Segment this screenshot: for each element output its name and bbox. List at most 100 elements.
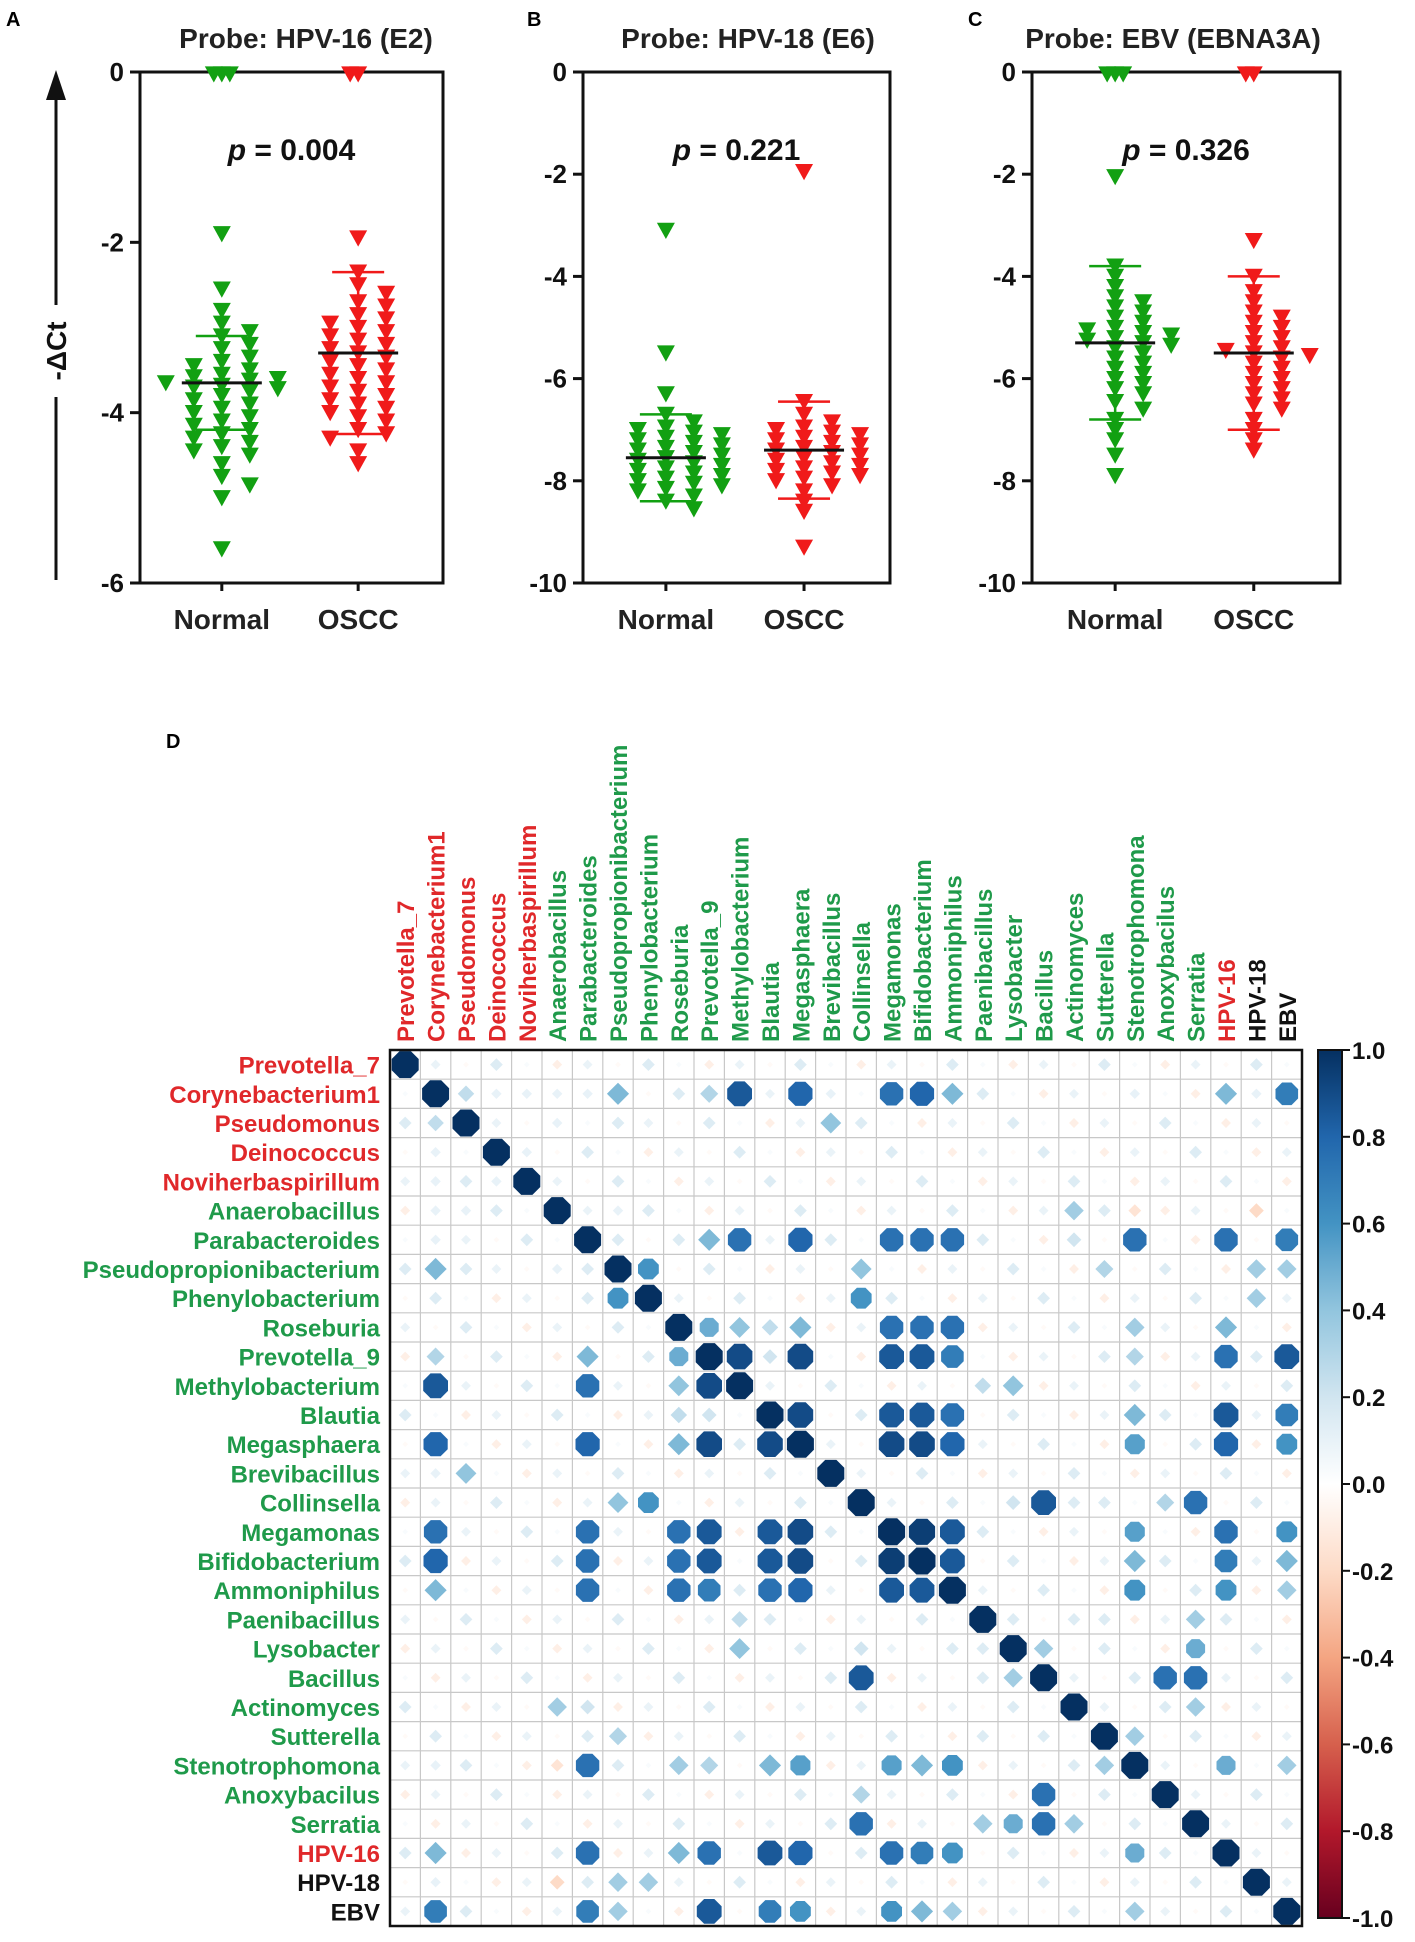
- correlation-mark: [1189, 1875, 1202, 1889]
- correlation-mark: [667, 1549, 691, 1573]
- data-point-zero: [1114, 66, 1133, 83]
- data-point: [851, 437, 870, 454]
- correlation-mark: [795, 1147, 806, 1158]
- correlation-mark: [702, 1116, 716, 1130]
- correlation-mark: [1253, 1236, 1260, 1243]
- row-label: EBV: [331, 1899, 380, 1926]
- correlation-mark: [584, 1178, 591, 1185]
- correlation-mark: [736, 1266, 743, 1272]
- column-label: Lysobacter: [1001, 915, 1028, 1042]
- data-point: [1244, 355, 1263, 372]
- data-point: [851, 468, 870, 485]
- correlation-mark: [1156, 1493, 1175, 1512]
- row-label: Pseudopropionibacterium: [83, 1257, 380, 1284]
- correlation-mark: [491, 1877, 502, 1888]
- correlation-mark: [1160, 1322, 1171, 1333]
- correlation-mark: [756, 1401, 784, 1429]
- correlation-mark: [430, 1672, 441, 1683]
- row-label: Stenotrophomona: [173, 1753, 380, 1780]
- correlation-mark: [795, 1264, 806, 1274]
- correlation-mark: [825, 1906, 836, 1917]
- correlation-mark: [459, 1905, 473, 1918]
- correlation-mark: [423, 1432, 448, 1457]
- correlation-mark: [825, 1439, 836, 1450]
- data-point: [1106, 393, 1125, 411]
- correlation-mark: [1129, 1614, 1140, 1625]
- correlation-mark: [825, 1760, 836, 1771]
- x-tick-label: Normal: [1067, 604, 1163, 635]
- data-point: [212, 439, 231, 456]
- data-point: [1244, 396, 1263, 413]
- correlation-mark: [696, 1548, 722, 1574]
- correlation-mark: [1253, 1820, 1260, 1827]
- correlation-mark: [790, 1901, 811, 1922]
- correlation-mark: [493, 1236, 500, 1243]
- correlation-mark: [736, 1762, 743, 1769]
- correlation-mark: [1125, 1726, 1145, 1746]
- correlation-mark: [400, 1497, 411, 1508]
- correlation-mark: [1182, 1810, 1210, 1838]
- data-point: [1272, 401, 1291, 418]
- correlation-mark: [885, 1729, 898, 1743]
- correlation-mark: [1251, 1585, 1262, 1596]
- correlation-mark: [1128, 1379, 1142, 1393]
- correlation-mark: [1277, 1259, 1297, 1279]
- correlation-mark: [736, 1850, 743, 1856]
- correlation-mark: [919, 1879, 925, 1886]
- correlation-mark: [459, 1613, 473, 1626]
- data-point: [240, 362, 259, 379]
- correlation-mark: [734, 1059, 745, 1070]
- correlation-mark: [946, 1642, 959, 1655]
- correlation-mark: [886, 1818, 897, 1829]
- data-point: [240, 447, 259, 464]
- correlation-mark: [940, 1403, 965, 1427]
- data-point: [712, 457, 731, 475]
- correlation-mark: [888, 1616, 895, 1623]
- correlation-mark: [827, 1412, 834, 1418]
- data-point: [184, 430, 203, 447]
- data-point: [321, 328, 340, 345]
- correlation-mark: [552, 1468, 563, 1479]
- correlation-mark: [702, 1262, 716, 1276]
- correlation-mark: [1066, 1232, 1082, 1248]
- correlation-mark: [1283, 1061, 1290, 1068]
- column-label: HPV-16: [1214, 959, 1241, 1042]
- correlation-mark: [856, 1205, 867, 1216]
- correlation-mark: [787, 1343, 814, 1370]
- data-point: [349, 264, 368, 281]
- correlation-mark: [736, 1120, 743, 1126]
- correlation-mark: [1160, 1351, 1171, 1362]
- correlation-mark: [1162, 1733, 1169, 1740]
- correlation-mark: [795, 1118, 806, 1128]
- data-point: [212, 387, 231, 405]
- correlation-mark: [493, 1616, 500, 1623]
- correlation-mark: [584, 1120, 591, 1126]
- correlation-mark: [1160, 1614, 1171, 1625]
- correlation-mark: [858, 1236, 865, 1243]
- p-value-label: p = 0.004: [227, 134, 356, 167]
- correlation-mark: [1071, 1791, 1077, 1798]
- correlation-mark: [667, 1520, 691, 1544]
- y-tick-label: -6: [101, 568, 124, 598]
- correlation-mark: [736, 1470, 743, 1477]
- correlation-mark: [1221, 1118, 1231, 1128]
- correlation-mark: [1030, 1664, 1058, 1692]
- column-label: Prevotella_7: [393, 901, 420, 1042]
- column-label: Anaerobacillus: [545, 870, 572, 1042]
- data-point: [628, 483, 647, 500]
- correlation-mark: [856, 1322, 867, 1333]
- data-point: [1134, 376, 1153, 393]
- correlation-mark: [977, 1585, 988, 1596]
- correlation-mark: [1283, 1645, 1290, 1652]
- data-point: [1244, 335, 1263, 352]
- correlation-mark: [400, 1176, 411, 1187]
- column-label: Brevibacillus: [819, 893, 846, 1042]
- correlation-mark: [1190, 1380, 1201, 1391]
- correlation-mark: [888, 1266, 895, 1272]
- correlation-mark: [856, 1176, 867, 1187]
- correlation-mark: [767, 1061, 773, 1068]
- correlation-mark: [734, 1672, 745, 1683]
- correlation-mark: [697, 1841, 721, 1865]
- data-point: [1106, 340, 1125, 357]
- correlation-mark: [1214, 1082, 1238, 1105]
